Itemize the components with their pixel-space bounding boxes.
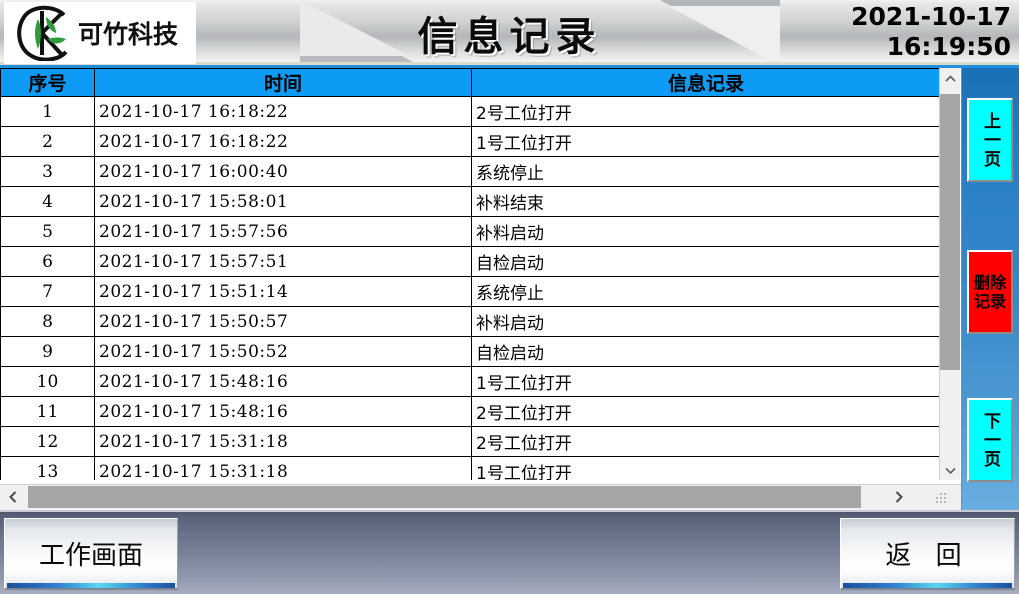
column-header-index[interactable]: 序号: [0, 68, 95, 97]
next-page-label: 下一页: [980, 411, 1000, 469]
cell-time: 2021-10-17 15:31:18: [94, 426, 472, 457]
cell-time: 2021-10-17 15:50:57: [94, 306, 472, 337]
header-ribbon-left: [300, 0, 420, 65]
horizontal-scrollbar-thumb[interactable]: [28, 486, 861, 508]
cell-time: 2021-10-17 16:00:40: [94, 156, 472, 187]
cell-message: 系统停止: [471, 276, 940, 307]
cell-message: 1号工位打开: [471, 366, 940, 397]
table-row[interactable]: 9 2021-10-17 15:50:52 自检启动: [0, 336, 940, 367]
chevron-up-icon[interactable]: [940, 68, 960, 88]
column-header-message[interactable]: 信息记录: [471, 68, 940, 97]
date-text: 2021-10-17: [851, 2, 1011, 31]
company-logo: 可竹科技: [4, 2, 196, 64]
cell-time: 2021-10-17 15:51:14: [94, 276, 472, 307]
horizontal-scrollbar[interactable]: [0, 484, 961, 510]
company-name: 可竹科技: [78, 20, 179, 49]
cell-message: 自检启动: [471, 336, 940, 367]
header-ribbon-right: [660, 0, 780, 65]
footer-bar: 工作画面 返 回: [0, 510, 1019, 594]
side-button-panel: 上一页 删除记录 下一页: [962, 68, 1019, 510]
table-row[interactable]: 11 2021-10-17 15:48:16 2号工位打开: [0, 396, 940, 427]
work-screen-label: 工作画面: [39, 541, 144, 571]
table-row[interactable]: 3 2021-10-17 16:00:40 系统停止: [0, 156, 940, 187]
cell-time: 2021-10-17 15:48:16: [94, 396, 472, 427]
cell-message: 1号工位打开: [471, 456, 940, 480]
record-table: 序号 时间 信息记录 1 2021-10-17 16:18:22 2号工位打开 2 20…: [0, 68, 940, 480]
chevron-left-icon[interactable]: [0, 485, 26, 509]
cell-index: 3: [0, 156, 95, 187]
datetime-display: 2021-10-17 16:19:50: [851, 2, 1011, 62]
cell-time: 2021-10-17 15:48:16: [94, 366, 472, 397]
cell-index: 6: [0, 246, 95, 277]
cell-index: 12: [0, 426, 95, 457]
cell-index: 9: [0, 336, 95, 367]
record-table-panel: 序号 时间 信息记录 1 2021-10-17 16:18:22 2号工位打开 2 20…: [0, 68, 962, 510]
cell-index: 7: [0, 276, 95, 307]
cell-message: 自检启动: [471, 246, 940, 277]
record-table-viewport: 序号 时间 信息记录 1 2021-10-17 16:18:22 2号工位打开 2 20…: [0, 68, 940, 480]
cell-time: 2021-10-17 15:57:56: [94, 216, 472, 247]
back-label: 返 回: [885, 541, 970, 571]
cell-message: 2号工位打开: [471, 396, 940, 427]
cell-time: 2021-10-17 15:57:51: [94, 246, 472, 277]
cell-time: 2021-10-17 15:31:18: [94, 456, 472, 480]
table-row[interactable]: 12 2021-10-17 15:31:18 2号工位打开: [0, 426, 940, 457]
cell-index: 5: [0, 216, 95, 247]
table-row[interactable]: 6 2021-10-17 15:57:51 自检启动: [0, 246, 940, 277]
table-row[interactable]: 13 2021-10-17 15:31:18 1号工位打开: [0, 456, 940, 480]
cell-message: 2号工位打开: [471, 426, 940, 457]
chevron-down-icon[interactable]: [940, 460, 960, 480]
cell-message: 补料启动: [471, 306, 940, 337]
table-header-row: 序号 时间 信息记录: [0, 68, 940, 97]
chevron-right-icon[interactable]: [886, 485, 912, 509]
cell-index: 11: [0, 396, 95, 427]
cell-index: 2: [0, 126, 95, 157]
next-page-button[interactable]: 下一页: [967, 398, 1013, 482]
cell-message: 1号工位打开: [471, 126, 940, 157]
table-row[interactable]: 1 2021-10-17 16:18:22 2号工位打开: [0, 96, 940, 127]
bamboo-k-logo-icon: [12, 5, 80, 62]
table-row[interactable]: 7 2021-10-17 15:51:14 系统停止: [0, 276, 940, 307]
work-screen-button[interactable]: 工作画面: [4, 518, 178, 590]
cell-time: 2021-10-17 15:50:52: [94, 336, 472, 367]
prev-page-label: 上一页: [980, 111, 1000, 169]
back-button[interactable]: 返 回: [840, 518, 1015, 590]
header-bar: 可竹科技 信息记录 2021-10-17 16:19:50: [0, 0, 1019, 68]
table-row[interactable]: 5 2021-10-17 15:57:56 补料启动: [0, 216, 940, 247]
cell-message: 补料结束: [471, 186, 940, 217]
vertical-scrollbar-thumb[interactable]: [940, 94, 960, 370]
cell-index: 8: [0, 306, 95, 337]
cell-message: 2号工位打开: [471, 96, 940, 127]
resize-grip-icon[interactable]: [936, 493, 946, 503]
cell-index: 4: [0, 186, 95, 217]
vertical-scrollbar[interactable]: [939, 68, 960, 480]
cell-time: 2021-10-17 16:18:22: [94, 96, 472, 127]
table-row[interactable]: 2 2021-10-17 16:18:22 1号工位打开: [0, 126, 940, 157]
table-row[interactable]: 4 2021-10-17 15:58:01 补料结束: [0, 186, 940, 217]
prev-page-button[interactable]: 上一页: [967, 98, 1013, 182]
record-table-body: 1 2021-10-17 16:18:22 2号工位打开 2 2021-10-17 16…: [0, 96, 940, 480]
column-header-time[interactable]: 时间: [94, 68, 472, 97]
time-text: 16:19:50: [886, 32, 1011, 61]
cell-time: 2021-10-17 16:18:22: [94, 126, 472, 157]
cell-index: 10: [0, 366, 95, 397]
delete-record-button[interactable]: 删除记录: [967, 250, 1013, 334]
cell-index: 13: [0, 456, 95, 480]
table-row[interactable]: 8 2021-10-17 15:50:57 补料启动: [0, 306, 940, 337]
table-row[interactable]: 10 2021-10-17 15:48:16 1号工位打开: [0, 366, 940, 397]
cell-message: 补料启动: [471, 216, 940, 247]
cell-index: 1: [0, 96, 95, 127]
delete-record-label: 删除记录: [973, 273, 1006, 311]
cell-time: 2021-10-17 15:58:01: [94, 186, 472, 217]
cell-message: 系统停止: [471, 156, 940, 187]
